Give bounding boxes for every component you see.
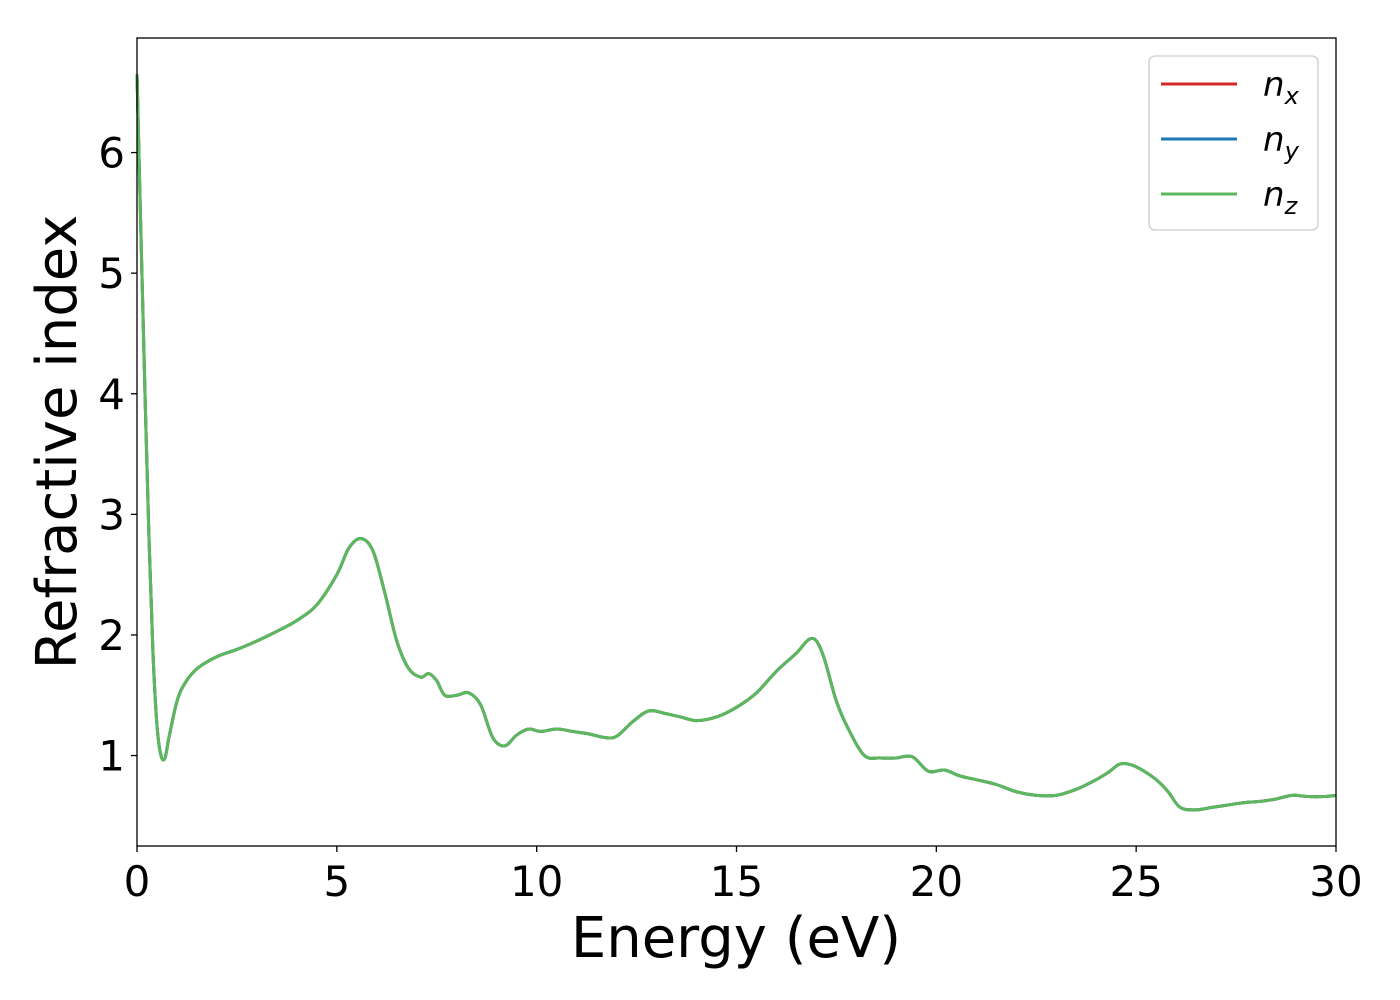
legend: nx ny nz: [1148, 55, 1319, 231]
x-tick-label: 10: [510, 857, 563, 906]
x-tick-label: 20: [910, 857, 963, 906]
x-axis-title: Energy (eV): [571, 906, 901, 971]
legend-label-x: nx: [1263, 65, 1300, 110]
series-layer: [135, 74, 1337, 812]
x-tick-label: 5: [323, 857, 350, 906]
x-tick-label: 15: [710, 857, 763, 906]
x-tick-label: 25: [1109, 857, 1162, 906]
y-tick-label: 6: [98, 129, 125, 178]
series-line-z: [135, 74, 1337, 812]
y-tick-label: 4: [98, 370, 125, 419]
y-axis-title: Refractive index: [25, 215, 90, 670]
y-tick-label: 5: [98, 249, 125, 298]
legend-label-z: nz: [1263, 175, 1299, 220]
y-tick-label: 2: [98, 611, 125, 660]
axis-ticks: 0 5 10 15 20 25 30 1 2 3 4 5 6: [98, 129, 1362, 906]
y-tick-label: 1: [98, 732, 125, 781]
legend-box: [1148, 55, 1319, 231]
x-tick-label: 0: [124, 857, 151, 906]
y-tick-label: 3: [98, 490, 125, 539]
x-tick-label: 30: [1309, 857, 1362, 906]
legend-label-y: ny: [1263, 120, 1300, 165]
